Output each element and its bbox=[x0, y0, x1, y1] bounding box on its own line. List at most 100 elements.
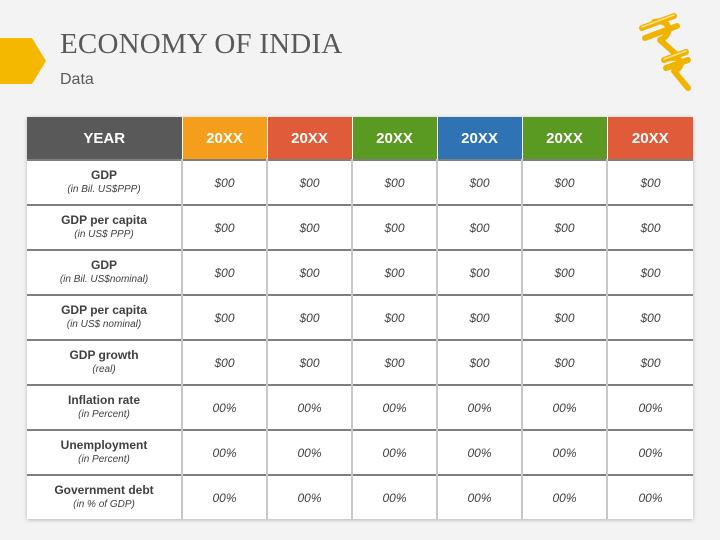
cell-value: $00 bbox=[214, 265, 235, 280]
table-cell: $00 bbox=[182, 339, 268, 385]
row-label: GDP growth bbox=[69, 348, 139, 362]
table-row: GDP per capita (in US$ nominal) $00 $00 … bbox=[27, 294, 693, 340]
table-cell: 00% bbox=[352, 384, 438, 430]
table-row: GDP growth (real) $00 $00 $00 $00 $00 $0… bbox=[27, 339, 693, 385]
table-row: Government debt (in % of GDP) 00% 00% 00… bbox=[27, 474, 693, 519]
table-row: GDP (in Bil. US$PPP) $00 $00 $00 $00 $00… bbox=[27, 159, 693, 205]
table-cell: 00% bbox=[522, 474, 608, 519]
table-cell: $00 bbox=[607, 249, 693, 295]
cell-value: 00% bbox=[552, 445, 577, 460]
table-cell: 00% bbox=[182, 384, 268, 430]
cell-value: 00% bbox=[467, 400, 492, 415]
economy-data-table: YEAR 20XX 20XX 20XX 20XX 20XX 20XX GDP (… bbox=[27, 117, 693, 519]
cell-value: $00 bbox=[299, 265, 320, 280]
rupee-currency-icon bbox=[639, 13, 691, 91]
row-sublabel: (real) bbox=[92, 364, 116, 375]
cell-value: $00 bbox=[384, 220, 405, 235]
row-label-cell: Government debt (in % of GDP) bbox=[27, 474, 183, 519]
page-subtitle: Data bbox=[60, 71, 94, 88]
table-cell: $00 bbox=[182, 249, 268, 295]
cell-value: 00% bbox=[638, 445, 663, 460]
table-cell: $00 bbox=[182, 204, 268, 250]
row-label-cell: GDP (in Bil. US$PPP) bbox=[27, 159, 183, 205]
row-sublabel: (in US$ nominal) bbox=[66, 319, 142, 330]
table-cell: 00% bbox=[352, 429, 438, 475]
table-cell: $00 bbox=[607, 204, 693, 250]
cell-value: $00 bbox=[214, 310, 235, 325]
table-cell: 00% bbox=[182, 474, 268, 519]
table-cell: $00 bbox=[352, 159, 438, 205]
cell-value: $00 bbox=[214, 355, 235, 370]
table-cell: $00 bbox=[522, 159, 608, 205]
cell-value: 00% bbox=[467, 490, 492, 505]
row-label: GDP per capita bbox=[61, 213, 147, 227]
cell-value: $00 bbox=[554, 220, 575, 235]
cell-value: 00% bbox=[552, 490, 577, 505]
cell-value: 00% bbox=[297, 490, 322, 505]
cell-value: $00 bbox=[469, 220, 490, 235]
row-label: GDP bbox=[90, 168, 117, 182]
column-header: 20XX bbox=[522, 117, 608, 160]
cell-value: $00 bbox=[640, 175, 661, 190]
cell-value: $00 bbox=[299, 355, 320, 370]
cell-value: $00 bbox=[640, 265, 661, 280]
row-sublabel: (in Bil. US$PPP) bbox=[67, 184, 141, 195]
table-cell: 00% bbox=[352, 474, 438, 519]
cell-value: $00 bbox=[299, 310, 320, 325]
table-cell: $00 bbox=[437, 159, 523, 205]
cell-value: $00 bbox=[640, 355, 661, 370]
row-sublabel: (in Bil. US$nominal) bbox=[59, 274, 149, 285]
table-cell: $00 bbox=[607, 294, 693, 340]
table-cell: 00% bbox=[522, 429, 608, 475]
table-cell: $00 bbox=[437, 204, 523, 250]
row-sublabel: (in US$ PPP) bbox=[74, 229, 134, 240]
table-row: GDP (in Bil. US$nominal) $00 $00 $00 $00… bbox=[27, 249, 693, 295]
accent-arrow-shape bbox=[0, 38, 46, 84]
row-label-cell: GDP (in Bil. US$nominal) bbox=[27, 249, 183, 295]
table-cell: $00 bbox=[522, 249, 608, 295]
cell-value: 00% bbox=[297, 445, 322, 460]
cell-value: $00 bbox=[469, 265, 490, 280]
cell-value: $00 bbox=[554, 175, 575, 190]
cell-value: $00 bbox=[554, 310, 575, 325]
row-sublabel: (in Percent) bbox=[78, 409, 130, 420]
table-cell: 00% bbox=[607, 474, 693, 519]
cell-value: $00 bbox=[214, 220, 235, 235]
table-cell: 00% bbox=[267, 429, 353, 475]
row-label: GDP per capita bbox=[61, 303, 147, 317]
cell-value: $00 bbox=[214, 175, 235, 190]
table-cell: 00% bbox=[267, 474, 353, 519]
cell-value: $00 bbox=[554, 355, 575, 370]
column-header: 20XX bbox=[182, 117, 268, 160]
table-row: Inflation rate (in Percent) 00% 00% 00% … bbox=[27, 384, 693, 430]
table-cell: $00 bbox=[267, 294, 353, 340]
cell-value: 00% bbox=[467, 445, 492, 460]
page-title: ECONOMY OF INDIA bbox=[60, 28, 343, 60]
row-sublabel: (in % of GDP) bbox=[73, 499, 135, 510]
table-cell: $00 bbox=[352, 294, 438, 340]
cell-value: 00% bbox=[638, 400, 663, 415]
table-cell: $00 bbox=[267, 159, 353, 205]
row-label-cell: Inflation rate (in Percent) bbox=[27, 384, 183, 430]
table-cell: 00% bbox=[437, 429, 523, 475]
cell-value: $00 bbox=[469, 310, 490, 325]
table-cell: $00 bbox=[182, 159, 268, 205]
cell-value: $00 bbox=[640, 310, 661, 325]
cell-value: $00 bbox=[384, 355, 405, 370]
cell-value: 00% bbox=[552, 400, 577, 415]
table-cell: 00% bbox=[267, 384, 353, 430]
table-row: GDP per capita (in US$ PPP) $00 $00 $00 … bbox=[27, 204, 693, 250]
table-cell: $00 bbox=[182, 294, 268, 340]
year-header: YEAR bbox=[27, 117, 183, 160]
table-header-row: YEAR 20XX 20XX 20XX 20XX 20XX 20XX bbox=[27, 117, 693, 160]
table-cell: 00% bbox=[522, 384, 608, 430]
cell-value: 00% bbox=[212, 445, 237, 460]
table-cell: $00 bbox=[352, 339, 438, 385]
table-cell: $00 bbox=[437, 294, 523, 340]
cell-value: $00 bbox=[384, 265, 405, 280]
table-cell: $00 bbox=[352, 249, 438, 295]
table-cell: 00% bbox=[437, 474, 523, 519]
row-label: GDP bbox=[90, 258, 117, 272]
table-cell: $00 bbox=[522, 204, 608, 250]
